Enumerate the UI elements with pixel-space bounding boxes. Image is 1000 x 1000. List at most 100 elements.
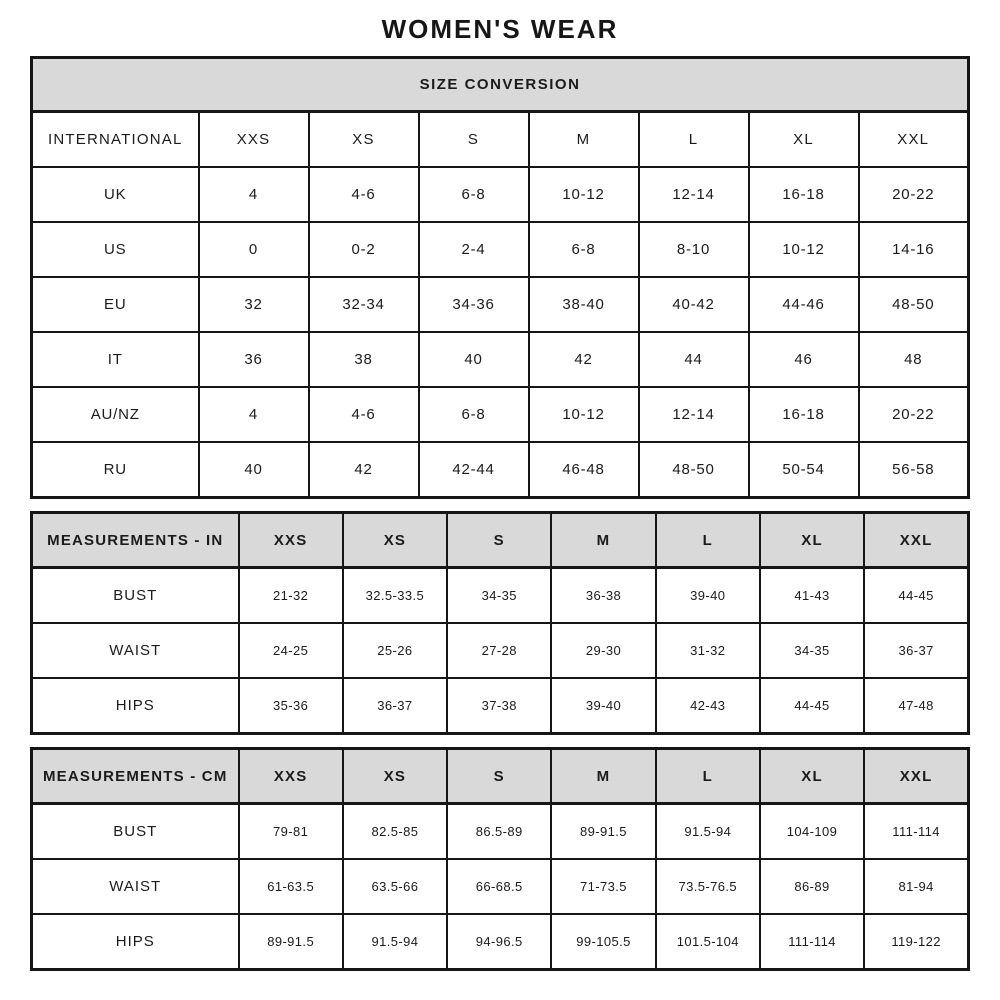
size-col-header: XS — [341, 511, 449, 569]
measure-cell: 111-114 — [863, 802, 970, 860]
size-col-header: M — [527, 110, 640, 168]
size-col-header: L — [654, 747, 761, 805]
size-cell: 34-36 — [417, 276, 530, 333]
size-cell: 40 — [197, 441, 310, 499]
measure-cell: 25-26 — [341, 622, 449, 679]
size-col-header: XS — [307, 110, 420, 168]
size-cell: 10-12 — [527, 166, 640, 223]
row-label: EU — [30, 276, 200, 333]
table-row-bust-cm: BUST 79-81 82.5-85 86.5-89 89-91.5 91.5-… — [30, 802, 970, 860]
measurements-cm-title: MEASUREMENTS - CM — [30, 747, 240, 805]
measure-cell: 36-37 — [863, 622, 970, 679]
size-col-header: XXL — [863, 511, 970, 569]
size-col-header: S — [446, 747, 553, 805]
measure-cell: 34-35 — [446, 566, 553, 624]
size-cell: 14-16 — [857, 221, 970, 278]
page-title: WOMEN'S WEAR — [381, 14, 619, 44]
measure-cell: 66-68.5 — [446, 858, 553, 915]
measure-cell: 39-40 — [550, 677, 657, 735]
size-cell: 12-14 — [637, 386, 750, 443]
table-row-aunz: AU/NZ 4 4-6 6-8 10-12 12-14 16-18 20-22 — [30, 386, 970, 443]
measure-cell: 21-32 — [237, 566, 344, 624]
size-cell: 6-8 — [527, 221, 640, 278]
table-row-waist-cm: WAIST 61-63.5 63.5-66 66-68.5 71-73.5 73… — [30, 858, 970, 915]
row-label: IT — [30, 331, 200, 388]
size-cell: 46-48 — [527, 441, 640, 499]
size-cell: 4 — [197, 166, 310, 223]
size-col-header: L — [637, 110, 750, 168]
size-col-header: XXL — [857, 110, 970, 168]
row-label: BUST — [30, 802, 240, 860]
measure-cell: 91.5-94 — [654, 802, 761, 860]
row-label: AU/NZ — [30, 386, 200, 443]
table-row-waist-in: WAIST 24-25 25-26 27-28 29-30 31-32 34-3… — [30, 622, 970, 679]
measure-cell: 81-94 — [863, 858, 970, 915]
size-cell: 44-46 — [747, 276, 860, 333]
measure-cell: 27-28 — [446, 622, 553, 679]
row-label: WAIST — [30, 622, 240, 679]
row-label: RU — [30, 441, 200, 499]
size-cell: 50-54 — [747, 441, 860, 499]
measure-cell: 101.5-104 — [654, 913, 761, 971]
size-cell: 48-50 — [857, 276, 970, 333]
measure-cell: 82.5-85 — [341, 802, 449, 860]
size-cell: 32-34 — [307, 276, 420, 333]
measure-cell: 44-45 — [863, 566, 970, 624]
table-row-eu: EU 32 32-34 34-36 38-40 40-42 44-46 48-5… — [30, 276, 970, 333]
size-cell: 42 — [307, 441, 420, 499]
row-label: WAIST — [30, 858, 240, 915]
measure-cell: 89-91.5 — [550, 802, 657, 860]
size-cell: 38 — [307, 331, 420, 388]
size-col-header: S — [446, 511, 553, 569]
size-cell: 16-18 — [747, 386, 860, 443]
table-row-uk: UK 4 4-6 6-8 10-12 12-14 16-18 20-22 — [30, 166, 970, 223]
measurements-cm-header-row: MEASUREMENTS - CM XXS XS S M L XL XXL — [30, 747, 970, 805]
size-col-header: XXL — [863, 747, 970, 805]
size-cell: 12-14 — [637, 166, 750, 223]
size-cell: 42-44 — [417, 441, 530, 499]
measure-cell: 31-32 — [654, 622, 761, 679]
measure-cell: 86-89 — [758, 858, 866, 915]
size-cell: 40 — [417, 331, 530, 388]
table-row-hips-cm: HIPS 89-91.5 91.5-94 94-96.5 99-105.5 10… — [30, 913, 970, 971]
measure-cell: 42-43 — [654, 677, 761, 735]
measure-cell: 29-30 — [550, 622, 657, 679]
size-cell: 46 — [747, 331, 860, 388]
size-cell: 42 — [527, 331, 640, 388]
measure-cell: 35-36 — [237, 677, 344, 735]
size-col-header: XXS — [237, 511, 344, 569]
row-label: HIPS — [30, 677, 240, 735]
measure-cell: 32.5-33.5 — [341, 566, 449, 624]
size-cell: 20-22 — [857, 166, 970, 223]
size-col-header: XXS — [197, 110, 310, 168]
measure-cell: 71-73.5 — [550, 858, 657, 915]
size-col-header: M — [550, 511, 657, 569]
measurements-in-header-row: MEASUREMENTS - IN XXS XS S M L XL XXL — [30, 511, 970, 569]
measurements-in-title: MEASUREMENTS - IN — [30, 511, 240, 569]
table-row-it: IT 36 38 40 42 44 46 48 — [30, 331, 970, 388]
measure-cell: 61-63.5 — [237, 858, 344, 915]
size-cell: 10-12 — [527, 386, 640, 443]
table-row-bust-in: BUST 21-32 32.5-33.5 34-35 36-38 39-40 4… — [30, 566, 970, 624]
size-cell: 2-4 — [417, 221, 530, 278]
measure-cell: 73.5-76.5 — [654, 858, 761, 915]
size-cell: 4 — [197, 386, 310, 443]
measure-cell: 47-48 — [863, 677, 970, 735]
measure-cell: 36-38 — [550, 566, 657, 624]
size-cell: 4-6 — [307, 166, 420, 223]
measure-cell: 91.5-94 — [341, 913, 449, 971]
size-cell: 48-50 — [637, 441, 750, 499]
size-cell: 44 — [637, 331, 750, 388]
measurements-cm-table: MEASUREMENTS - CM XXS XS S M L XL XXL BU… — [30, 747, 970, 971]
table-row-hips-in: HIPS 35-36 36-37 37-38 39-40 42-43 44-45… — [30, 677, 970, 735]
measure-cell: 111-114 — [758, 913, 866, 971]
size-cell: 0-2 — [307, 221, 420, 278]
size-col-header: XL — [758, 511, 866, 569]
row-label: BUST — [30, 566, 240, 624]
measure-cell: 24-25 — [237, 622, 344, 679]
size-col-header: XL — [758, 747, 866, 805]
size-cell: 16-18 — [747, 166, 860, 223]
size-cell: 38-40 — [527, 276, 640, 333]
measure-cell: 99-105.5 — [550, 913, 657, 971]
